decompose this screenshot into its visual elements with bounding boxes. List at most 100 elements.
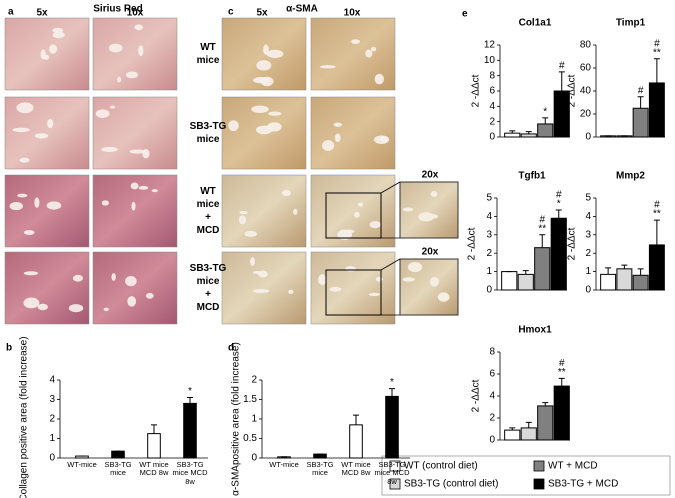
vessel <box>101 146 118 152</box>
vessel <box>263 44 269 55</box>
y-tick-label: 1 <box>49 433 55 444</box>
vessel <box>380 136 389 142</box>
micrograph <box>92 96 178 170</box>
micrographs <box>4 17 459 325</box>
bar <box>534 247 551 291</box>
vessel <box>145 292 154 299</box>
significance-mark: # <box>654 200 660 211</box>
micrograph <box>92 174 178 248</box>
micrograph <box>221 251 307 325</box>
vessel <box>353 211 360 218</box>
bar <box>616 268 633 291</box>
vessel <box>430 191 438 197</box>
vessel <box>34 133 49 139</box>
vessel <box>437 292 450 302</box>
significance-mark: # <box>559 358 565 369</box>
legend-swatch <box>389 478 401 490</box>
inset-micrograph <box>399 258 459 316</box>
vessel <box>252 270 263 275</box>
vessel <box>351 39 360 45</box>
micrograph <box>310 96 396 170</box>
bar <box>111 450 125 459</box>
vessel <box>138 45 144 57</box>
vessel <box>16 102 34 114</box>
error-bar <box>621 264 628 269</box>
bar <box>537 405 554 441</box>
x-tick-label-box: SB3-TG mice <box>306 461 333 477</box>
row-label: + <box>205 289 211 300</box>
y-tick-label: 0.5 <box>243 433 257 444</box>
vessel <box>37 303 48 311</box>
bar <box>504 132 521 138</box>
vessel <box>402 207 414 212</box>
error-bar <box>637 96 644 109</box>
chart-title: Tgfb1 <box>518 171 546 182</box>
vessel <box>108 43 123 53</box>
vessel <box>329 286 342 292</box>
error-bar <box>509 130 516 134</box>
error-bar <box>542 117 549 124</box>
bar <box>632 274 649 291</box>
vessel <box>130 182 139 190</box>
y-axis-title: 2 -ΔΔct <box>467 227 478 260</box>
row-label: WT <box>200 42 216 53</box>
legend-label: WT + MCD <box>548 461 598 472</box>
row-label: mice <box>197 134 220 145</box>
vessel <box>239 210 248 215</box>
row-label: mice <box>197 276 220 287</box>
x-tick-label-box: WT-mice <box>269 461 299 469</box>
y-tick-label: 1 <box>486 266 492 277</box>
y-tick-label: 40 <box>580 86 592 97</box>
significance-mark: * <box>557 199 561 210</box>
x-tick-label-box: SB3-TG mice <box>104 461 131 477</box>
vessel <box>131 201 136 211</box>
vessel <box>125 275 137 287</box>
micrograph <box>4 17 90 91</box>
y-tick-label: 0 <box>585 285 591 296</box>
error-bar <box>605 267 612 275</box>
vessel <box>252 289 270 293</box>
vessel <box>251 105 269 113</box>
bar <box>632 107 649 138</box>
micrograph <box>310 174 396 248</box>
figure-labels: a b c d e Sirius Red α-SMA 5x 10x 5x 10x 20x 20x WT mi… <box>6 4 671 496</box>
legend-swatch <box>533 460 545 472</box>
panel-letter: c <box>228 7 234 18</box>
legend-swatch <box>533 478 545 490</box>
y-tick-label: 6 <box>489 369 495 380</box>
vessel <box>266 49 284 59</box>
error-bar <box>542 402 549 406</box>
vessel <box>34 197 40 208</box>
vessel <box>52 31 65 39</box>
error-bar <box>539 234 546 248</box>
y-tick-label: 60 <box>580 63 592 74</box>
vessel <box>319 65 336 69</box>
y-tick-label: 4 <box>489 391 495 402</box>
bar <box>537 123 554 138</box>
magnification-label: 5x <box>256 8 268 19</box>
significance-mark: ** <box>558 367 566 378</box>
row-label: mice <box>197 55 220 66</box>
significance-mark: # <box>559 60 565 71</box>
significance-mark: ** <box>653 209 661 220</box>
zoom-box <box>325 192 382 239</box>
bar <box>183 402 197 459</box>
row-label: + <box>205 212 211 223</box>
vessel <box>47 118 54 129</box>
error-bar <box>653 219 660 245</box>
vessel <box>109 105 116 109</box>
vessel <box>138 185 149 190</box>
vessel <box>151 189 158 193</box>
error-bar <box>525 131 532 134</box>
y-tick-label: 5 <box>585 193 591 204</box>
y-tick-label: 0 <box>585 132 591 143</box>
legend-swatch <box>389 460 401 472</box>
panel-title: α-SMA <box>286 4 318 15</box>
y-tick-label: 8 <box>489 347 495 358</box>
row-label: MCD <box>197 225 220 236</box>
bar <box>550 217 567 291</box>
x-tick-label-box: WT mice MCD 8w <box>139 461 168 477</box>
y-tick-label: 2 <box>489 413 495 424</box>
vessel <box>282 189 291 197</box>
error-bar <box>558 71 565 91</box>
